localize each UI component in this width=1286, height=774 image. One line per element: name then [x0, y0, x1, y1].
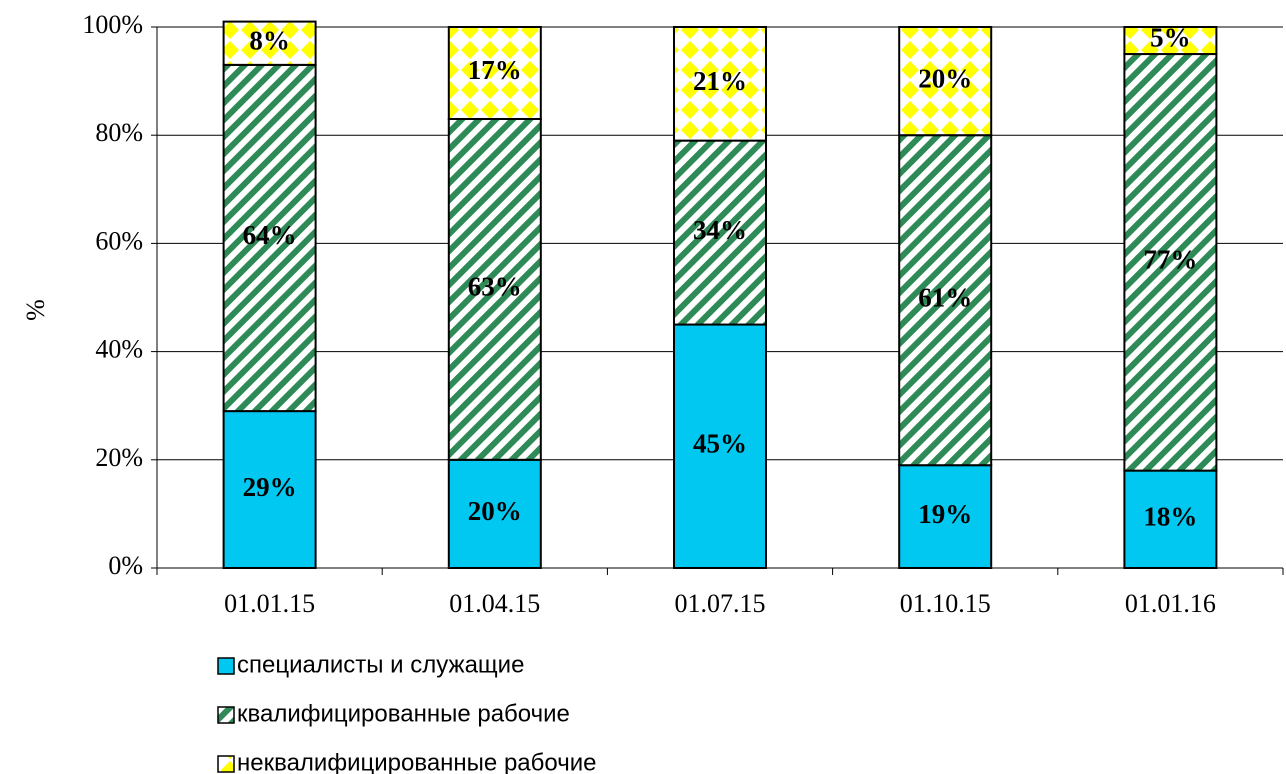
x-tick-label: 01.07.15: [675, 589, 766, 618]
bar-segment: [222, 20, 317, 66]
x-tick-label: 01.04.15: [449, 589, 540, 618]
bar-segment: [447, 458, 542, 569]
legend-label: специалисты и служащие: [237, 651, 524, 678]
bar-segment: [222, 410, 317, 569]
y-tick-label: 40%: [95, 335, 143, 364]
data-label: 45%: [693, 428, 747, 458]
data-label: 63%: [468, 272, 522, 302]
bar-segment: [222, 63, 317, 413]
bar-segment: [673, 26, 767, 142]
bar-segment: [898, 134, 993, 467]
data-label: 21%: [693, 66, 747, 96]
data-label: 19%: [918, 499, 972, 529]
x-tick-label: 01.10.15: [900, 589, 991, 618]
y-tick-label: 80%: [95, 118, 143, 147]
data-label: 34%: [693, 215, 747, 245]
legend-label: неквалифицированные рабочие: [237, 749, 596, 774]
legend-swatch: [217, 657, 235, 675]
data-label: 5%: [1150, 23, 1191, 53]
bar-segment: [1123, 53, 1218, 472]
legend-swatch: [217, 755, 235, 773]
bar-segment: [898, 464, 993, 569]
data-label: 20%: [468, 496, 522, 526]
bar-segment: [673, 139, 767, 326]
y-tick-label: 100%: [82, 10, 143, 39]
bar-segment: [447, 26, 542, 120]
y-tick-label: 60%: [95, 226, 143, 255]
bar-segment: [673, 323, 767, 569]
data-label: 18%: [1143, 502, 1197, 532]
data-label: 64%: [243, 220, 297, 250]
data-label: 8%: [249, 25, 290, 55]
x-tick-label: 01.01.16: [1125, 589, 1216, 618]
y-tick-label: 20%: [95, 443, 143, 472]
y-axis-label: %: [21, 299, 50, 321]
y-tick-label: 0%: [108, 551, 143, 580]
legend-label: квалифицированные рабочие: [237, 700, 570, 727]
bar-segment: [898, 26, 993, 137]
bar-segment: [447, 117, 542, 461]
x-tick-label: 01.01.15: [224, 589, 315, 618]
data-label: 17%: [468, 55, 522, 85]
bar-segment: [1123, 469, 1218, 569]
data-label: 61%: [918, 282, 972, 312]
data-label: 77%: [1143, 245, 1197, 275]
legend-swatch: [217, 706, 235, 724]
bar-segment: [1123, 26, 1218, 56]
data-label: 20%: [918, 63, 972, 93]
data-label: 29%: [243, 472, 297, 502]
